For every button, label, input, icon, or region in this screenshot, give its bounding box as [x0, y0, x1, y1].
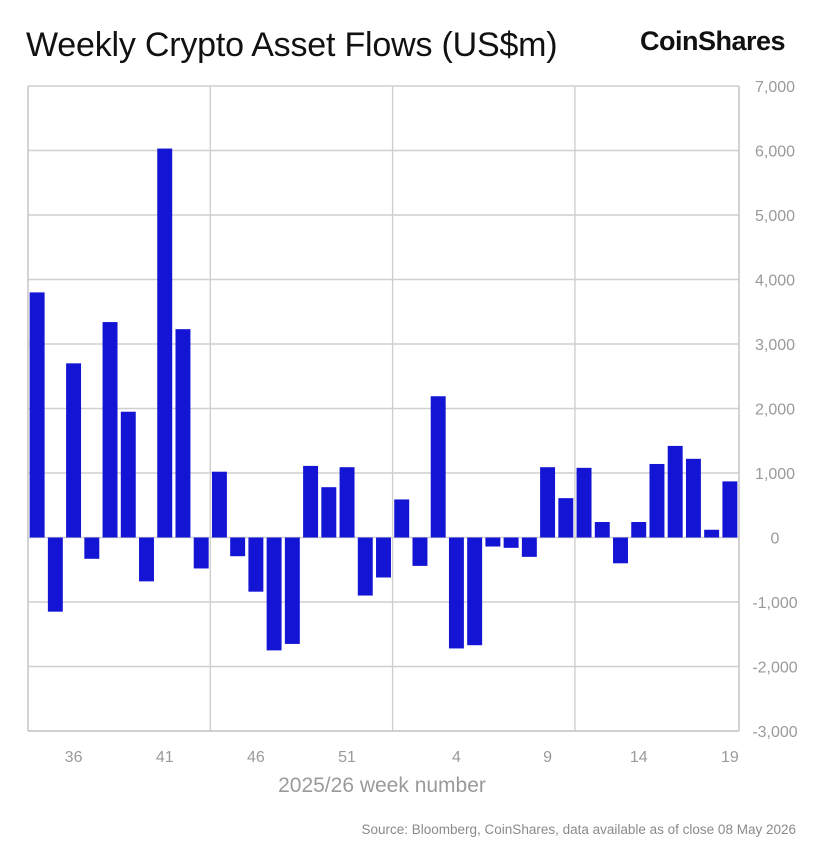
bar-week-49: [303, 465, 319, 538]
bar-week-7: [485, 537, 501, 547]
bars: [29, 148, 738, 651]
coinshares-logo: CoinShares: [640, 26, 786, 56]
bar-week-19: [704, 529, 720, 538]
x-axis-ticks: 36 41 46 51 4 9 14 19: [65, 749, 739, 766]
y-tick-label: 4,000: [755, 273, 795, 290]
bar-week-39: [120, 411, 136, 538]
x-tick-label: 46: [247, 749, 265, 766]
bar-week-12: [576, 467, 592, 538]
x-tick-label: 4: [452, 749, 461, 766]
bar-week-6: [467, 537, 483, 646]
bar-week-52: [357, 537, 373, 596]
y-tick-label: 5,000: [755, 208, 795, 225]
bar-week-46: [248, 537, 264, 592]
bar-week-11: [558, 498, 574, 538]
bar-week-48: [284, 537, 300, 644]
bar-week-1: [376, 537, 391, 578]
y-tick-label: 2,000: [755, 402, 795, 419]
y-tick-label: 3,000: [755, 337, 795, 354]
bar-week-44: [211, 471, 227, 538]
bar-week-50: [321, 487, 337, 538]
x-tick-label: 19: [721, 749, 739, 766]
bar-week-8: [503, 537, 519, 548]
chart-title: Weekly Crypto Asset Flows (US$m): [26, 26, 558, 64]
bar-week-43: [193, 537, 209, 569]
bar-week-10: [540, 467, 556, 538]
bar-week-35: [47, 537, 63, 612]
x-tick-label: 9: [543, 749, 552, 766]
bar-week-4: [430, 396, 446, 538]
x-axis-title: 2025/26 week number: [278, 774, 486, 797]
bar-week-15: [631, 522, 647, 538]
bar-week-51: [339, 467, 355, 538]
bar-week-13: [594, 522, 610, 538]
bar-week-41: [157, 148, 173, 538]
x-tick-label: 51: [338, 749, 356, 766]
bar-week-17: [667, 445, 683, 538]
bar-week-47: [266, 537, 282, 651]
bar-week-34: [29, 292, 45, 538]
x-tick-label: 36: [65, 749, 83, 766]
bar-week-36: [66, 363, 82, 538]
y-tick-label: -3,000: [752, 724, 797, 741]
bar-week-5: [448, 537, 464, 649]
y-tick-label: -2,000: [752, 660, 797, 677]
bar-week-14: [613, 537, 628, 564]
gridlines: [28, 85, 739, 732]
x-tick-label: 14: [630, 749, 648, 766]
bar-week-16: [649, 463, 665, 538]
x-tick-label: 41: [156, 749, 174, 766]
bar-week-9: [521, 537, 537, 557]
y-tick-label: 0: [771, 531, 780, 548]
bar-week-undefined: [722, 481, 738, 538]
y-tick-label: 7,000: [755, 79, 795, 96]
bar-week-37: [84, 537, 100, 559]
bar-week-3: [412, 537, 428, 566]
y-axis-ticks: 7,000 6,000 5,000 4,000 3,000 2,000 1,000 0 -1,0…: [752, 79, 797, 741]
bar-week-2: [394, 499, 410, 538]
axis-frame: [27, 86, 740, 732]
bar-week-42: [175, 329, 191, 538]
bar-week-38: [102, 322, 118, 538]
bar-week-45: [230, 537, 246, 557]
y-tick-label: 1,000: [755, 466, 795, 483]
bar-week-18: [685, 458, 701, 538]
bar-week-40: [139, 537, 154, 582]
y-tick-label: 6,000: [755, 144, 795, 161]
y-tick-label: -1,000: [752, 595, 797, 612]
source-note: Source: Bloomberg, CoinShares, data avai…: [361, 822, 796, 837]
